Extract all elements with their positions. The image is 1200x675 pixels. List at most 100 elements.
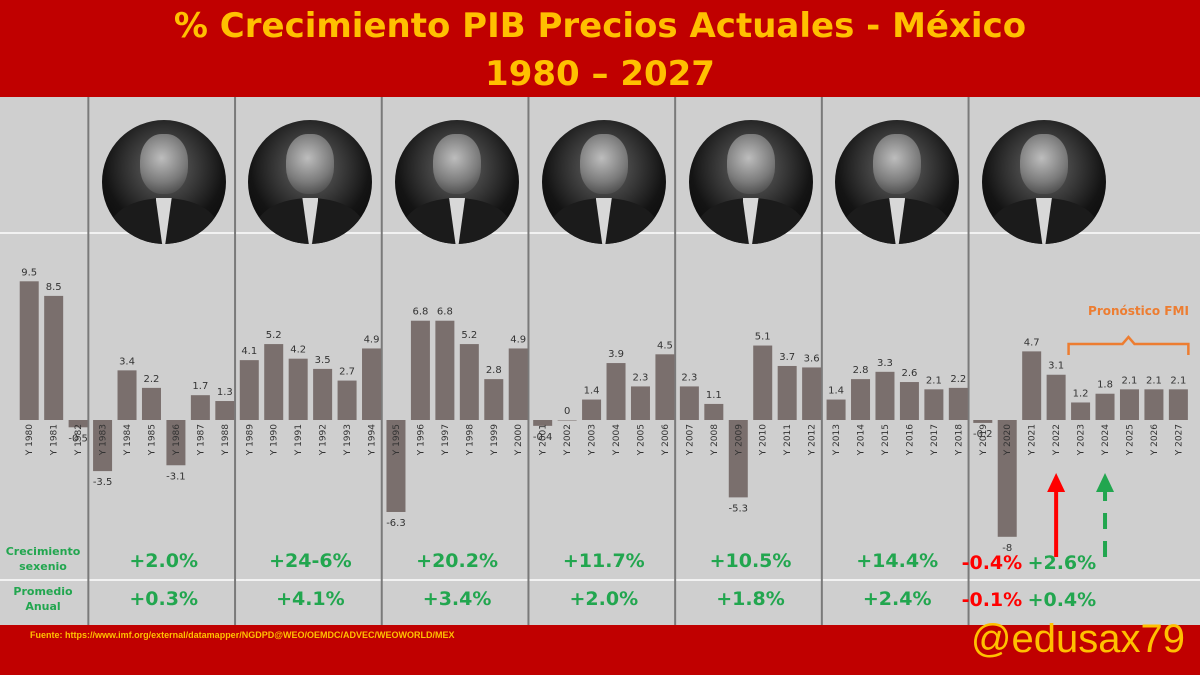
promedio-value: +2.4%: [863, 588, 932, 610]
sexenio-value: -0.4%: [962, 552, 1023, 574]
author-handle: @edusax79: [970, 617, 1185, 661]
category-label: Y 2020: [1003, 424, 1013, 457]
category-label: Y 2010: [759, 424, 769, 457]
bar: [1119, 389, 1139, 420]
category-label: Y 1998: [465, 424, 475, 457]
sexenio-value: +14.4%: [856, 550, 938, 572]
value-label: 8.5: [46, 282, 62, 293]
value-label: -3.1: [166, 471, 186, 482]
promedio-value: +0.4%: [1028, 589, 1097, 611]
value-label: 2.3: [633, 372, 649, 383]
sexenio-value: +24-6%: [269, 550, 352, 572]
bar: [484, 379, 504, 420]
bar: [459, 344, 479, 420]
value-label: 2.8: [486, 365, 502, 376]
bar: [997, 420, 1017, 537]
value-label: 5.2: [266, 330, 282, 341]
value-label: 3.1: [1048, 361, 1064, 372]
row-label-promedio: Promedio: [13, 585, 73, 598]
value-label: 2.1: [1122, 375, 1138, 386]
value-label: 4.5: [657, 340, 673, 351]
bar: [166, 420, 186, 466]
arrow-head: [1047, 473, 1066, 492]
bar: [410, 320, 430, 420]
category-label: Y 1988: [221, 424, 231, 457]
category-label: Y 1994: [368, 424, 378, 457]
value-label: -8: [1002, 543, 1012, 554]
value-label: 3.6: [804, 353, 820, 364]
bar: [899, 382, 919, 420]
category-label: Y 2012: [808, 424, 818, 456]
category-label: Y 1981: [50, 424, 60, 456]
bar: [851, 379, 871, 420]
category-label: Y 1982: [74, 424, 84, 456]
bar: [19, 281, 39, 420]
value-label: 2.2: [950, 374, 966, 385]
category-label: Y 1984: [123, 424, 133, 457]
bar: [435, 320, 455, 420]
bar: [704, 403, 724, 420]
category-label: Y 2026: [1150, 424, 1160, 457]
chart-title: % Crecimiento PIB Precios Actuales - Méx…: [173, 6, 1027, 46]
category-label: Y 2002: [563, 424, 573, 456]
value-label: 6.8: [412, 307, 428, 318]
value-label: 1.2: [1073, 388, 1089, 399]
bar: [190, 395, 210, 420]
value-label: 2.8: [853, 365, 869, 376]
value-label: -3.5: [93, 477, 113, 488]
president-portrait: [981, 120, 1106, 244]
bar: [1071, 402, 1091, 420]
value-label: 2.7: [339, 367, 355, 378]
bar: [1095, 393, 1115, 420]
value-label: 3.9: [608, 349, 624, 360]
category-label: Y 1985: [147, 424, 157, 456]
category-label: Y 2023: [1077, 424, 1087, 456]
bar: [68, 420, 88, 428]
category-label: Y 2024: [1101, 424, 1111, 457]
category-label: Y 1987: [196, 424, 206, 456]
promedio-value: +0.3%: [129, 588, 198, 610]
value-label: 4.9: [364, 334, 380, 345]
promedio-value: +4.1%: [276, 588, 345, 610]
category-label: Y 2017: [930, 424, 940, 456]
category-label: Y 2018: [954, 424, 964, 457]
bar: [93, 420, 113, 472]
value-label: 2.1: [1170, 375, 1186, 386]
category-label: Y 1992: [319, 424, 329, 456]
category-label: Y 1986: [172, 424, 182, 457]
bar: [826, 399, 846, 420]
bar: [264, 344, 284, 420]
category-label: Y 2025: [1125, 424, 1135, 456]
promedio-value: -0.1%: [962, 589, 1023, 611]
bar: [1022, 351, 1042, 420]
promedio-value: +1.8%: [716, 588, 785, 610]
category-label: Y 2014: [857, 424, 867, 457]
category-label: Y 2021: [1028, 424, 1038, 456]
value-label: 1.3: [217, 387, 233, 398]
bar: [117, 370, 137, 420]
bar: [1046, 374, 1066, 420]
bar: [313, 368, 333, 420]
value-label: 2.1: [1146, 375, 1162, 386]
value-label: 5.2: [461, 330, 477, 341]
promedio-value: +2.0%: [569, 588, 638, 610]
category-label: Y 2003: [588, 424, 598, 456]
president-portrait: [248, 120, 373, 244]
value-label: 3.3: [877, 358, 893, 369]
forecast-label: Pronóstico FMI: [1088, 304, 1189, 318]
category-label: Y 2009: [734, 424, 744, 457]
bar: [630, 386, 650, 420]
promedio-value: +3.4%: [423, 588, 492, 610]
bar: [924, 389, 944, 420]
category-label: Y 1999: [490, 424, 500, 457]
bar: [141, 387, 161, 420]
bar: [362, 348, 382, 420]
value-label: -0.5: [68, 433, 88, 444]
value-label: -6.3: [386, 518, 406, 529]
value-label: -0.4: [533, 432, 553, 443]
president-portrait: [101, 120, 226, 244]
bar: [1144, 389, 1164, 420]
source-note: Fuente: https://www.imf.org/external/dat…: [30, 630, 455, 640]
row-label-sexenio: Crecimiento: [6, 545, 81, 558]
president-portrait: [395, 120, 520, 244]
